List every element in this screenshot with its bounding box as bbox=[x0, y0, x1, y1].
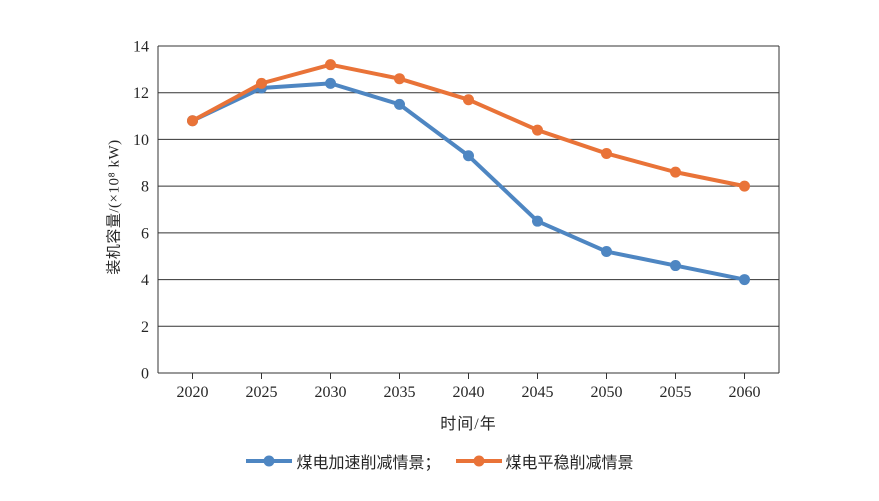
y-tick-label: 10 bbox=[133, 132, 149, 149]
chart-legend: 煤电加速削减情景； 煤电平稳削减情景 bbox=[0, 449, 879, 473]
x-tick-label: 2055 bbox=[660, 384, 692, 401]
legend-swatch-orange-line-icon bbox=[455, 455, 502, 467]
legend-swatch-blue-line-icon bbox=[246, 455, 293, 467]
data-point bbox=[601, 147, 612, 159]
data-point bbox=[325, 77, 336, 89]
y-tick-label: 4 bbox=[141, 272, 149, 289]
data-point bbox=[739, 274, 750, 286]
data-point bbox=[601, 246, 612, 258]
y-tick-label: 12 bbox=[133, 85, 149, 102]
legend-label: 煤电加速削减情景； bbox=[296, 455, 441, 472]
data-point bbox=[532, 124, 543, 136]
series-line bbox=[190, 81, 747, 282]
data-point bbox=[670, 260, 681, 272]
data-point bbox=[325, 59, 336, 71]
legend-label: 煤电平稳削减情景 bbox=[505, 455, 634, 472]
legend-item-steady: 煤电平稳削减情景 bbox=[455, 449, 634, 473]
data-point bbox=[394, 73, 405, 85]
data-point bbox=[463, 94, 474, 106]
legend-item-accelerated: 煤电加速削减情景； bbox=[245, 449, 441, 473]
data-point bbox=[463, 150, 474, 162]
x-tick-label: 2045 bbox=[522, 384, 554, 401]
series-line bbox=[190, 62, 747, 189]
y-tick-label: 8 bbox=[141, 179, 149, 196]
y-tick-label: 14 bbox=[133, 39, 149, 56]
x-tick-label: 2060 bbox=[729, 384, 761, 401]
y-tick-label: 0 bbox=[141, 366, 149, 383]
x-tick-label: 2025 bbox=[246, 384, 278, 401]
y-tick-label: 2 bbox=[141, 319, 149, 336]
data-point bbox=[532, 215, 543, 227]
data-point bbox=[256, 77, 267, 89]
data-point bbox=[187, 115, 198, 127]
x-tick-label: 2040 bbox=[453, 384, 485, 401]
line-chart: 2020 2025 2030 2035 2040 2045 2050 2055 2060 0 2 4 6… bbox=[133, 39, 780, 401]
x-tick-label: 2050 bbox=[591, 384, 623, 401]
y-axis-title: 装机容量/(×10⁸ kW) bbox=[106, 139, 123, 275]
y-tick-label: 6 bbox=[141, 225, 149, 242]
x-axis-title: 时间/年 bbox=[440, 416, 497, 433]
data-point bbox=[670, 166, 681, 178]
x-tick-label: 2030 bbox=[315, 384, 347, 401]
x-tick-label: 2035 bbox=[384, 384, 416, 401]
data-point bbox=[394, 98, 405, 110]
x-tick-label: 2020 bbox=[177, 384, 209, 401]
data-point bbox=[739, 180, 750, 192]
